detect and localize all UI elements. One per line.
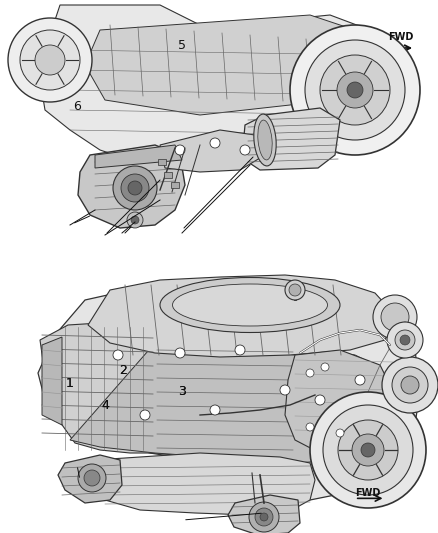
Text: FWD: FWD xyxy=(355,488,380,498)
Circle shape xyxy=(320,55,390,125)
Circle shape xyxy=(78,464,106,492)
Circle shape xyxy=(401,376,419,394)
Circle shape xyxy=(175,348,185,358)
Circle shape xyxy=(290,25,420,155)
Text: 4: 4 xyxy=(101,399,109,411)
Ellipse shape xyxy=(160,278,340,333)
Circle shape xyxy=(352,434,384,466)
Circle shape xyxy=(336,429,344,437)
Circle shape xyxy=(84,470,100,486)
Ellipse shape xyxy=(254,114,276,166)
Circle shape xyxy=(175,145,185,155)
Circle shape xyxy=(323,405,413,495)
Polygon shape xyxy=(42,337,62,425)
Circle shape xyxy=(285,280,305,300)
Text: 6: 6 xyxy=(73,100,81,113)
Polygon shape xyxy=(95,145,182,168)
Circle shape xyxy=(355,375,365,385)
Text: 1: 1 xyxy=(66,377,74,390)
Text: 2: 2 xyxy=(119,364,127,377)
Circle shape xyxy=(337,72,373,108)
Polygon shape xyxy=(155,340,295,465)
Ellipse shape xyxy=(258,120,272,160)
Circle shape xyxy=(361,443,375,457)
Text: 2: 2 xyxy=(119,364,127,377)
Circle shape xyxy=(113,166,157,210)
Circle shape xyxy=(260,513,268,521)
Circle shape xyxy=(235,345,245,355)
Text: FWD: FWD xyxy=(388,32,413,42)
Polygon shape xyxy=(95,453,315,515)
Ellipse shape xyxy=(173,284,328,326)
Circle shape xyxy=(127,212,143,228)
Polygon shape xyxy=(228,495,300,533)
Text: 1: 1 xyxy=(66,377,74,390)
Polygon shape xyxy=(88,275,395,357)
Polygon shape xyxy=(242,108,340,170)
Circle shape xyxy=(35,45,65,75)
Circle shape xyxy=(395,330,415,350)
Circle shape xyxy=(392,367,428,403)
Polygon shape xyxy=(171,182,179,188)
Circle shape xyxy=(140,410,150,420)
Circle shape xyxy=(113,350,123,360)
Circle shape xyxy=(20,30,80,90)
Circle shape xyxy=(249,502,279,532)
Polygon shape xyxy=(38,285,420,500)
Circle shape xyxy=(210,138,220,148)
Text: 5: 5 xyxy=(178,39,186,52)
Circle shape xyxy=(400,335,410,345)
Circle shape xyxy=(310,392,426,508)
Circle shape xyxy=(338,420,398,480)
Circle shape xyxy=(321,363,329,371)
Circle shape xyxy=(373,295,417,339)
Circle shape xyxy=(381,303,409,331)
Circle shape xyxy=(382,357,438,413)
Text: 3: 3 xyxy=(178,385,186,398)
Circle shape xyxy=(315,395,325,405)
Circle shape xyxy=(128,181,142,195)
Circle shape xyxy=(387,322,423,358)
Circle shape xyxy=(121,174,149,202)
Polygon shape xyxy=(40,323,155,453)
Circle shape xyxy=(306,369,314,377)
Circle shape xyxy=(8,18,92,102)
Circle shape xyxy=(306,423,314,431)
Text: 4: 4 xyxy=(101,399,109,411)
Text: 3: 3 xyxy=(178,385,186,398)
Circle shape xyxy=(240,145,250,155)
Circle shape xyxy=(210,405,220,415)
Polygon shape xyxy=(158,159,166,165)
Polygon shape xyxy=(40,5,390,165)
Polygon shape xyxy=(78,145,185,228)
Polygon shape xyxy=(70,343,400,463)
Polygon shape xyxy=(160,130,260,172)
Polygon shape xyxy=(85,15,370,115)
Polygon shape xyxy=(58,455,122,503)
Circle shape xyxy=(347,82,363,98)
Circle shape xyxy=(255,508,273,526)
Polygon shape xyxy=(164,172,172,178)
Circle shape xyxy=(305,40,405,140)
Polygon shape xyxy=(285,350,395,453)
Circle shape xyxy=(280,385,290,395)
Circle shape xyxy=(131,216,139,224)
Circle shape xyxy=(289,284,301,296)
